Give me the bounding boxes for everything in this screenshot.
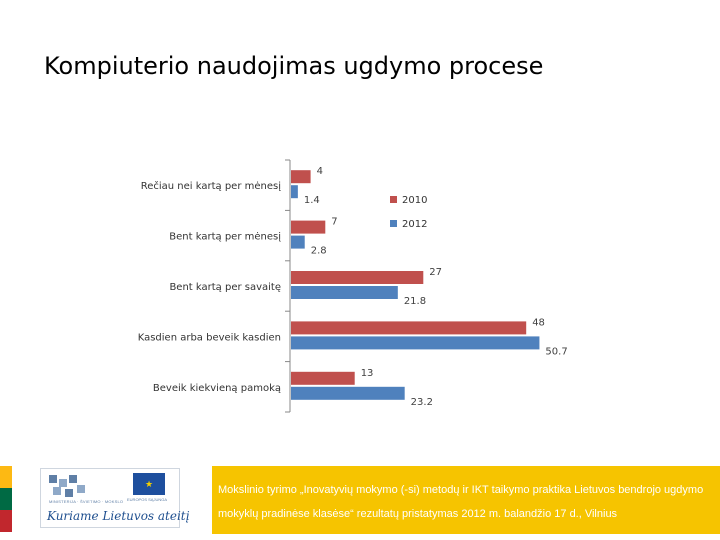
legend-label-2010: 2010 xyxy=(402,195,427,206)
category-tick-label: Kasdien arba beveik kasdien xyxy=(138,332,281,343)
slide-title: Kompiuterio naudojimas ugdymo procese xyxy=(44,52,544,80)
bar-2012 xyxy=(291,235,305,249)
bar-2012 xyxy=(291,185,298,199)
data-label-2010: 4 xyxy=(317,166,323,177)
category-tick-label: Rečiau nei kartą per mėnesį xyxy=(141,180,281,192)
logo-slogan: Kuriame Lietuvos ateitį xyxy=(47,509,190,523)
legend-swatch-2012 xyxy=(390,220,397,227)
footer-band xyxy=(212,466,720,534)
logo-ministry-text: MINISTERIJA · ŠVIETIMO · MOKSLO xyxy=(49,499,124,504)
data-label-2012: 50.7 xyxy=(545,346,567,357)
data-label-2010: 27 xyxy=(429,267,442,278)
ministry-logo-grid-icon xyxy=(49,475,85,497)
data-label-2012: 23.2 xyxy=(411,397,433,408)
bar-2012 xyxy=(291,336,540,350)
flag-stripe-yellow xyxy=(0,466,12,488)
bar-2012 xyxy=(291,286,398,299)
legend-label-2012: 2012 xyxy=(402,219,427,230)
flag-stripe-red xyxy=(0,510,12,532)
category-tick-label: Beveik kiekvieną pamoką xyxy=(153,383,281,394)
data-label-2012: 21.8 xyxy=(404,296,426,307)
bar-2010 xyxy=(291,170,311,184)
legend-swatch-2010 xyxy=(390,196,397,203)
data-label-2010: 13 xyxy=(361,368,374,379)
flag-stripe-green xyxy=(0,488,12,510)
bar-2010 xyxy=(291,271,424,284)
bar-2010 xyxy=(291,321,527,335)
bar-2012 xyxy=(291,386,405,400)
data-label-2010: 7 xyxy=(331,217,337,228)
category-tick-label: Bent kartą per mėnesį xyxy=(169,232,281,243)
eu-flag-icon: ★ xyxy=(133,473,165,495)
data-label-2012: 2.8 xyxy=(311,246,327,257)
logo-fund-text: EUROPOS SĄJUNGA xyxy=(127,497,168,502)
bar-2010 xyxy=(291,220,326,234)
footer-text: Mokslinio tyrimo „Inovatyvių mokymo (-si… xyxy=(218,484,704,520)
data-label-2012: 1.4 xyxy=(304,195,320,206)
bar-2010 xyxy=(291,371,355,385)
category-tick-label: Bent kartą per savaitę xyxy=(169,282,281,293)
lithuanian-flag-strip xyxy=(0,466,12,532)
project-logo: MINISTERIJA · ŠVIETIMO · MOKSLO ★ EUROPO… xyxy=(40,468,189,528)
data-label-2010: 48 xyxy=(532,317,545,328)
